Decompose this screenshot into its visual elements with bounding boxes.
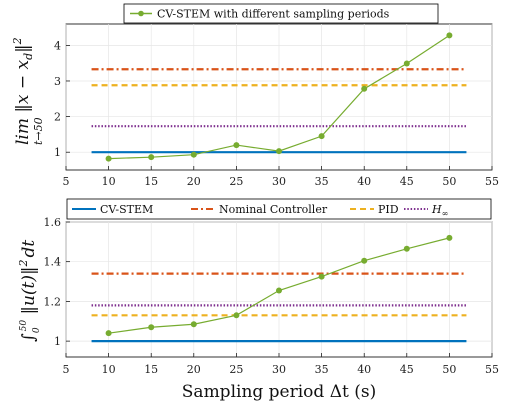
bottom-legend-box: [66, 198, 492, 220]
y-tick-label: 2: [54, 111, 61, 124]
bottom-y-axis-label: ∫050 ‖u(t)‖2dt: [17, 240, 42, 342]
bottom-y-tick-labels: 1 1.2 1.4 1.6: [44, 216, 62, 348]
legend-label-nominal: Nominal Controller: [219, 203, 328, 216]
x-tick-label: 45: [400, 363, 414, 376]
top-panel: 5 10 15 20 25 30 35 40 45 50 55 1 2 3 4 CV-STEM with …: [11, 3, 500, 188]
x-axis-label: Sampling period Δt (s): [182, 382, 376, 402]
data-point: [233, 142, 240, 149]
x-tick-label: 20: [187, 363, 201, 376]
x-tick-label: 15: [144, 363, 158, 376]
x-tick-label: 5: [63, 175, 70, 188]
data-point: [148, 154, 155, 161]
x-tick-label: 50: [442, 175, 456, 188]
y-tick-label: 1: [54, 335, 61, 348]
data-point: [148, 324, 155, 331]
x-tick-label: 10: [102, 363, 116, 376]
x-tick-label: 35: [315, 175, 329, 188]
top-series: [91, 32, 467, 162]
y-tick-label: 1: [54, 146, 61, 159]
y-tick-label: 1.4: [44, 256, 62, 269]
x-tick-label: 20: [187, 175, 201, 188]
data-point: [233, 312, 240, 319]
x-tick-label: 15: [144, 175, 158, 188]
legend-label-hinf: H∞: [431, 203, 448, 218]
top-legend-box: [123, 3, 439, 24]
legend-label-cv-stem: CV-STEM: [100, 203, 153, 216]
data-point: [318, 133, 325, 140]
data-point: [190, 151, 197, 158]
bottom-panel: 5 10 15 20 25 30 35 40 45 50 55 1 1.2 1.4 1.6 CV-STEM…: [17, 198, 500, 402]
bottom-ylabel: ∫050 ‖u(t)‖2dt: [17, 240, 42, 342]
x-tick-label: 40: [357, 363, 371, 376]
x-tick-label: 30: [272, 175, 286, 188]
y-tick-label: 4: [54, 39, 61, 52]
data-point: [105, 155, 112, 162]
data-point: [276, 148, 282, 155]
bottom-x-tick-labels: 5 10 15 20 25 30 35 40 45 50 55: [63, 363, 500, 376]
data-point: [361, 257, 368, 264]
data-point: [446, 234, 453, 241]
x-tick-label: 25: [229, 175, 243, 188]
top-legend: CV-STEM with different sampling periods: [123, 3, 439, 24]
x-tick-label: 55: [485, 363, 499, 376]
top-grid: [65, 24, 493, 170]
x-tick-label: 40: [357, 175, 371, 188]
x-tick-label: 35: [315, 363, 329, 376]
y-tick-label: 1.6: [44, 216, 62, 229]
y-tick-label: 3: [54, 75, 61, 88]
top-legend-label: CV-STEM with different sampling periods: [157, 8, 390, 21]
y-tick-label: 1.2: [44, 295, 62, 308]
top-x-tick-labels: 5 10 15 20 25 30 35 40 45 50 55: [63, 175, 500, 188]
x-tick-label: 45: [400, 175, 414, 188]
x-tick-label: 50: [442, 363, 456, 376]
top-ylabel-main: lim ‖x − xd‖2: [11, 37, 35, 145]
data-point: [276, 287, 282, 294]
x-tick-label: 55: [485, 175, 499, 188]
data-point: [403, 245, 410, 252]
data-point: [403, 60, 410, 67]
x-tick-label: 5: [63, 363, 70, 376]
top-legend-marker: [138, 10, 144, 17]
x-tick-label: 10: [102, 175, 116, 188]
top-y-tick-labels: 1 2 3 4: [54, 39, 61, 159]
data-point: [361, 85, 368, 92]
data-point: [318, 273, 325, 280]
bottom-series: [91, 234, 467, 343]
data-point: [190, 321, 197, 328]
x-tick-label: 30: [272, 363, 286, 376]
top-ylabel-limit: t→50: [32, 117, 45, 145]
bottom-legend: CV-STEM Nominal Controller PID H∞: [66, 198, 492, 220]
data-point: [446, 32, 453, 39]
top-y-axis-label: lim ‖x − xd‖2 t→50: [11, 37, 45, 145]
legend-label-pid: PID: [378, 203, 399, 216]
x-tick-label: 25: [229, 363, 243, 376]
data-point: [105, 330, 112, 337]
